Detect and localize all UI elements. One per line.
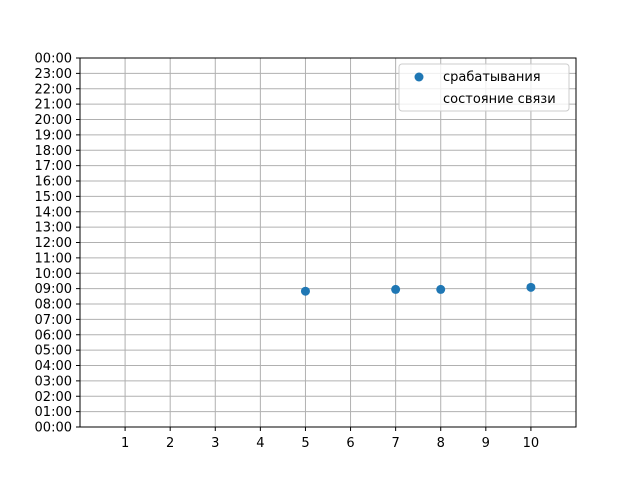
- y-tick-label: 14:00: [35, 205, 72, 220]
- y-tick-label: 11:00: [35, 251, 72, 266]
- x-tick-label: 3: [211, 436, 219, 451]
- data-point-series-0: [391, 284, 401, 294]
- y-tick-label: 23:00: [35, 67, 72, 82]
- y-tick-label: 02:00: [35, 390, 72, 405]
- x-tick-label: 4: [256, 436, 264, 451]
- y-tick-label: 03:00: [35, 374, 72, 389]
- x-tick-label: 5: [301, 436, 309, 451]
- data-point-series-0: [526, 282, 536, 292]
- legend-label-series-0: срабатывания: [443, 70, 541, 85]
- legend-marker-series-0: [414, 72, 424, 82]
- legend-label-series-1: состояние связи: [443, 92, 556, 107]
- legend: срабатывания состояние связи: [398, 63, 570, 112]
- y-tick-label: 13:00: [35, 221, 72, 236]
- y-tick-label: 22:00: [35, 82, 72, 97]
- y-tick-label: 17:00: [35, 159, 72, 174]
- x-tick-label: 9: [482, 436, 490, 451]
- x-tick-label: 2: [166, 436, 174, 451]
- y-tick-label: 12:00: [35, 236, 72, 251]
- y-tick-label: 15:00: [35, 190, 72, 205]
- y-tick-label: 05:00: [35, 344, 72, 359]
- y-tick-label: 19:00: [35, 128, 72, 143]
- y-tick-label: 07:00: [35, 313, 72, 328]
- y-tick-label: 09:00: [35, 282, 72, 297]
- y-tick-label: 01:00: [35, 405, 72, 420]
- y-tick-label: 21:00: [35, 98, 72, 113]
- y-tick-label: 18:00: [35, 144, 72, 159]
- y-tick-label: 04:00: [35, 359, 72, 374]
- data-point-series-0: [300, 286, 310, 296]
- x-tick-label: 6: [346, 436, 354, 451]
- x-tick-label: 8: [437, 436, 445, 451]
- y-tick-label: 08:00: [35, 298, 72, 313]
- y-axis-ticks: 00:0001:0002:0003:0004:0005:0006:0007:00…: [35, 52, 80, 436]
- y-tick-label: 16:00: [35, 175, 72, 190]
- data-points: [300, 282, 536, 296]
- x-tick-label: 1: [121, 436, 129, 451]
- legend-box: [398, 63, 570, 112]
- y-tick-label: 00:00: [35, 52, 72, 67]
- x-axis-ticks: 1 2 3 4 5 6 7 8 9 10: [121, 427, 539, 451]
- data-point-series-0: [436, 284, 446, 294]
- x-tick-label: 7: [391, 436, 399, 451]
- x-tick-label: 10: [523, 436, 540, 451]
- y-tick-label: 06:00: [35, 328, 72, 343]
- y-tick-label: 20:00: [35, 113, 72, 128]
- y-tick-label: 10:00: [35, 267, 72, 282]
- y-tick-label: 00:00: [35, 421, 72, 436]
